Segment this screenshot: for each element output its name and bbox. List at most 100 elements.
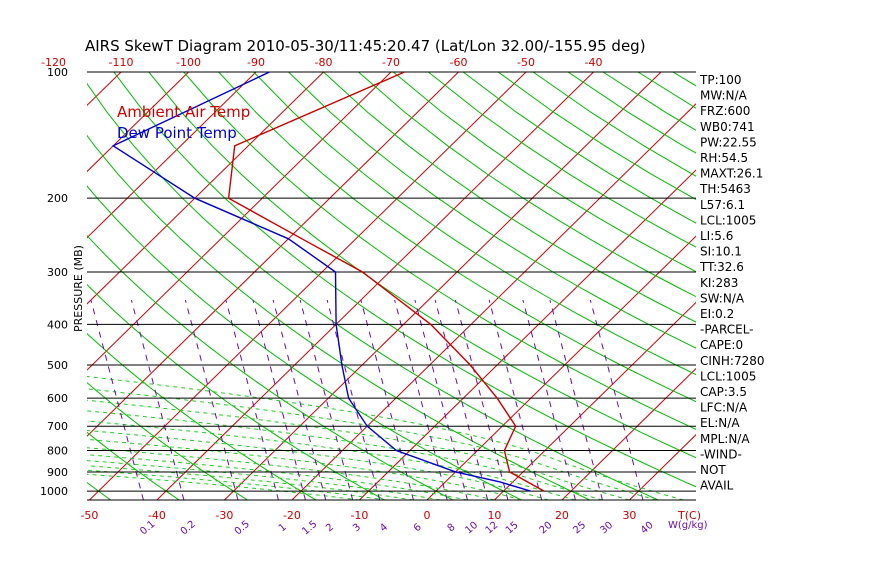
stability-index: LCL:1005 [700, 369, 756, 383]
mixing-tick-label: 4 [378, 522, 390, 535]
stability-index: TP:100 [699, 73, 742, 87]
mixing-axis-label: W(g/kg) [668, 520, 708, 531]
stability-index: CAP:3.5 [700, 385, 747, 399]
stability-index: MPL:N/A [700, 432, 750, 446]
moist-adiabat-line [0, 198, 494, 500]
mixing-tick-label: 3 [351, 522, 363, 535]
dry-adiabat-line [219, 72, 870, 500]
isotherm-line [0, 72, 54, 500]
stability-index: KI:283 [700, 276, 738, 290]
pressure-tick-label: 800 [47, 445, 68, 458]
top-temp-tick-label: -120 [41, 56, 66, 69]
dry-adiabat-line [743, 72, 870, 500]
stability-index: RH:54.5 [700, 151, 748, 165]
stability-index: PW:22.55 [700, 135, 757, 149]
isotherm-line [224, 72, 661, 500]
y-axis-label: PRESSURE (MB) [72, 245, 85, 332]
bottom-temp-tick-label: -20 [283, 509, 301, 522]
mixing-tick-label: 40 [639, 520, 656, 537]
stability-index: -WIND- [700, 447, 742, 461]
stability-index: SI:10.1 [700, 245, 742, 259]
mixing-ratio-line [253, 300, 306, 500]
mixing-tick-label: 0.5 [233, 519, 252, 538]
pressure-tick-label: 1000 [40, 485, 68, 498]
dry-adiabat-line [149, 72, 795, 500]
mixing-tick-label: 20 [538, 520, 555, 537]
stability-index: L57:6.1 [700, 198, 745, 212]
mixing-tick-label: 2 [324, 522, 336, 535]
top-temp-tick-label: -60 [450, 56, 468, 69]
bottom-temp-tick-label: 10 [487, 509, 501, 522]
dry-adiabat-line [358, 72, 870, 500]
stability-index: TH:5463 [699, 182, 751, 196]
dry-adiabat-line [393, 72, 870, 500]
pressure-tick-label: 600 [47, 392, 68, 405]
stability-index: WB0:741 [700, 120, 755, 134]
mixing-tick-label: 0.2 [179, 519, 198, 538]
top-temp-tick-label: -110 [109, 56, 134, 69]
mixing-ratio-line [273, 300, 326, 500]
bottom-temp-tick-label: 0 [423, 509, 430, 522]
mixing-tick-label: 25 [571, 520, 588, 537]
pressure-tick-label: 200 [47, 192, 68, 205]
stability-index: -PARCEL- [700, 323, 754, 337]
moist-adiabat-line [0, 198, 575, 500]
top-temp-tick-label: -80 [315, 56, 333, 69]
bottom-temp-tick-label: -30 [215, 509, 233, 522]
stability-index: LCL:1005 [700, 213, 756, 227]
stability-index: AVAIL [700, 479, 734, 493]
isotherm-line [427, 72, 864, 500]
bottom-temp-tick-label: -50 [80, 509, 98, 522]
legend-temp: Ambient Air Temp [117, 103, 250, 121]
legend-dew: Dew Point Temp [117, 124, 237, 142]
stability-index: NOT [700, 463, 726, 477]
dry-adiabat-line [254, 72, 870, 500]
stability-index: EL:N/A [700, 416, 740, 430]
mixing-tick-label: 1 [277, 522, 289, 535]
mixing-ratio-line [489, 300, 542, 500]
isotherm-line [764, 72, 870, 500]
mixing-ratio-line [327, 300, 380, 500]
mixing-ratio-lines [91, 300, 643, 500]
dry-adiabat-line [0, 72, 111, 500]
moist-adiabat-line [0, 198, 467, 500]
mixing-tick-label: 8 [446, 522, 458, 535]
mixing-tick-label: 1.5 [300, 519, 319, 538]
bottom-temp-tick-label: 30 [622, 509, 636, 522]
stability-index: LFC:N/A [700, 401, 748, 415]
dry-adiabat-line [324, 72, 870, 500]
stability-index: EI:0.2 [700, 307, 734, 321]
pressure-tick-label: 900 [47, 466, 68, 479]
moist-adiabat-line [0, 198, 656, 500]
dry-adiabat-line [9, 72, 521, 500]
stability-index: TT:32.6 [699, 260, 744, 274]
pressure-tick-label: 500 [47, 359, 68, 372]
pressure-tick-label: 400 [47, 318, 68, 331]
top-temp-tick-label: -70 [382, 56, 400, 69]
stability-index: MAXT:26.1 [700, 167, 763, 181]
moist-adiabat-line [0, 198, 521, 500]
mixing-tick-label: 12 [484, 520, 501, 537]
pressure-tick-label: 700 [47, 420, 68, 433]
stability-index: LI:5.6 [700, 229, 733, 243]
dry-adiabat-line [498, 72, 870, 500]
isotherm-line [0, 72, 121, 500]
mixing-ratio-line [523, 300, 576, 500]
top-temp-tick-label: -40 [585, 56, 603, 69]
stability-index: CAPE:0 [700, 338, 743, 352]
stability-index: CINH:7280 [700, 354, 765, 368]
bottom-temp-tick-label: 20 [555, 509, 569, 522]
top-temp-tick-label: -100 [176, 56, 201, 69]
stability-index: MW:N/A [700, 89, 748, 103]
top-temp-tick-label: -50 [517, 56, 535, 69]
stability-index: FRZ:600 [700, 104, 750, 118]
top-temp-tick-label: -90 [247, 56, 265, 69]
bottom-temp-tick-label: -10 [350, 509, 368, 522]
mixing-tick-label: 10 [463, 520, 480, 537]
moist-adiabat-line [0, 198, 548, 500]
mixing-tick-label: 30 [598, 520, 615, 537]
stability-index: SW:N/A [700, 291, 745, 305]
